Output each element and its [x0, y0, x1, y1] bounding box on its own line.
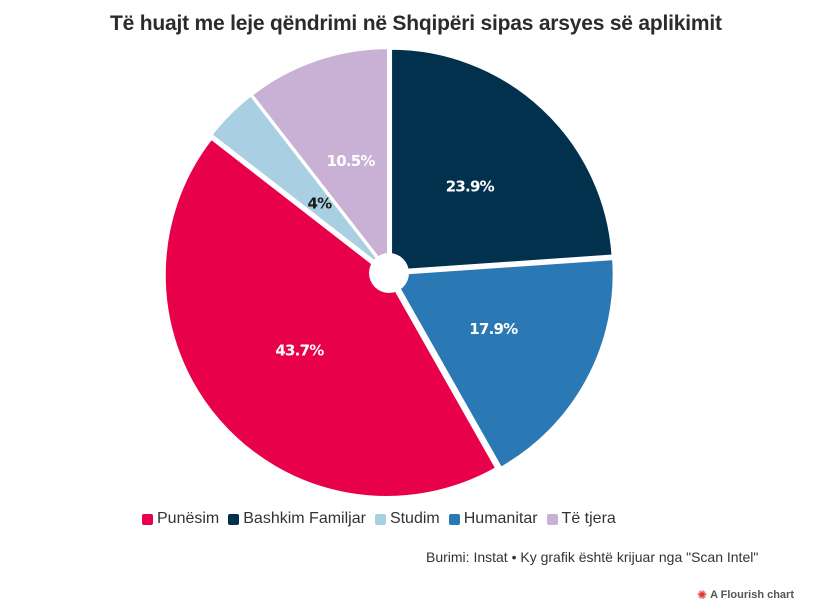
legend-label: Bashkim Familjar	[243, 510, 366, 527]
credit-label: A Flourish chart	[710, 589, 794, 601]
legend-label: Studim	[389, 510, 440, 527]
legend-swatch	[142, 513, 153, 525]
legend-swatch	[228, 513, 240, 525]
legend-swatch	[448, 513, 460, 525]
slice-value-label: 17.9%	[469, 320, 518, 338]
chart-legend: Punësim Bashkim Familjar Studim Humanitar Të…	[142, 510, 625, 528]
pie-slice-humanitar[interactable]	[389, 258, 615, 469]
source-note: Burimi: Instat • Ky grafik është krijuar…	[426, 549, 759, 565]
pie-slice-pun-sim[interactable]	[163, 137, 498, 498]
legend-label: Punësim	[157, 510, 220, 527]
legend-swatch	[546, 513, 558, 525]
chart-title: Të huajt me leje qëndrimi në Shqipëri si…	[110, 12, 722, 35]
pie-chart: 23.9% 17.9% 43.7% 4% 10.5%	[163, 47, 615, 498]
legend-item[interactable]: Studim	[374, 510, 440, 528]
legend-item[interactable]: Humanitar	[448, 510, 538, 528]
donut-hole	[369, 253, 409, 293]
flourish-logo-icon: ✺	[697, 588, 708, 602]
legend-swatch	[374, 513, 386, 525]
legend-item[interactable]: Punësim	[142, 510, 219, 528]
slice-value-label: 23.9%	[446, 177, 495, 195]
legend-label: Të tjera	[561, 510, 616, 527]
legend-item[interactable]: Bashkim Familjar	[228, 510, 366, 528]
slice-value-label: 43.7%	[275, 341, 324, 359]
pie-slice-studim[interactable]	[210, 94, 388, 272]
pie-slice-t-tjera[interactable]	[250, 47, 390, 274]
flourish-credit[interactable]: ✺ A Flourish chart	[697, 588, 794, 602]
legend-item[interactable]: Të tjera	[546, 510, 616, 528]
slice-value-label: 10.5%	[327, 152, 376, 170]
slice-value-label: 4%	[307, 194, 332, 212]
legend-label: Humanitar	[463, 510, 538, 527]
pie-slice-bashkim-familjar[interactable]	[390, 47, 614, 272]
